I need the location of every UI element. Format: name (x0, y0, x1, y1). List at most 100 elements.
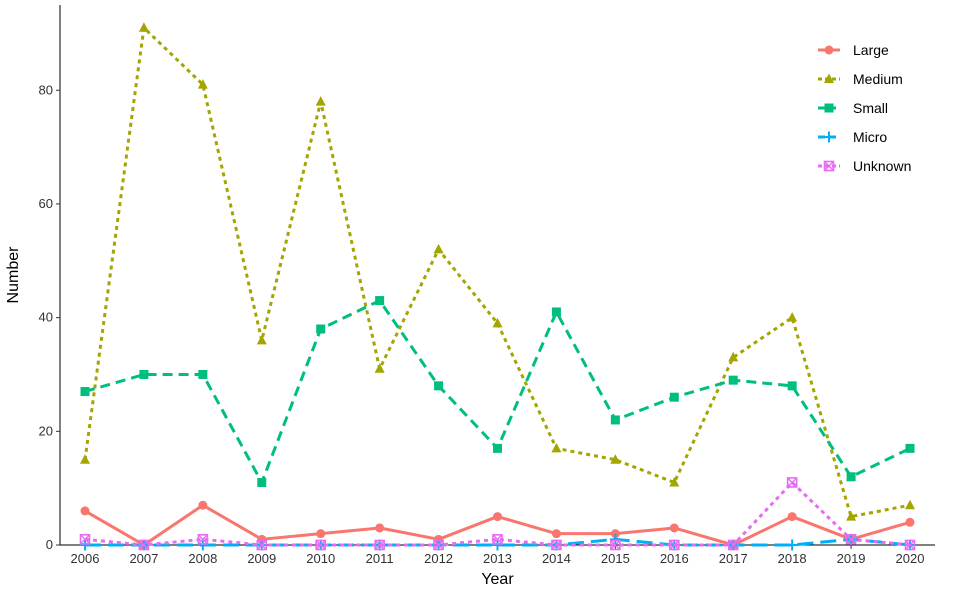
y-tick-label: 40 (39, 310, 53, 325)
legend: Large Medium Small Micro Unknown (818, 42, 911, 174)
series-line-medium (83, 26, 911, 519)
data-point-unknown (786, 477, 798, 488)
series-layer (79, 22, 916, 551)
data-point-large (669, 523, 679, 533)
data-point-large (316, 529, 326, 539)
legend-label: Medium (853, 71, 903, 87)
data-point-large (434, 534, 444, 544)
series-line-small (84, 299, 911, 484)
data-point-medium (905, 499, 915, 510)
data-point-medium (433, 243, 444, 254)
legend-key-marker (824, 45, 834, 55)
data-point-large (80, 506, 90, 516)
data-point-medium (669, 476, 680, 487)
x-tick-label: 2014 (542, 551, 571, 566)
data-point-medium (551, 442, 562, 453)
data-point-small (80, 387, 90, 397)
legend-label: Unknown (853, 158, 911, 174)
data-point-unknown (668, 539, 680, 551)
legend-item-medium: Medium (818, 71, 903, 87)
y-tick-label: 80 (39, 82, 53, 97)
data-point-micro (197, 539, 209, 551)
x-tick-label: 2020 (896, 551, 925, 566)
data-point-small (610, 415, 620, 425)
data-point-unknown (138, 539, 150, 551)
data-point-unknown (79, 534, 91, 545)
data-point-medium (787, 312, 798, 322)
data-point-unknown (904, 539, 916, 551)
data-point-unknown (610, 539, 621, 551)
data-point-medium (374, 363, 385, 373)
data-point-micro (492, 539, 503, 551)
x-tick-label: 2006 (71, 551, 100, 566)
x-tick-label: 2011 (366, 551, 394, 566)
data-point-medium (197, 79, 208, 89)
data-point-small (139, 369, 149, 379)
data-point-unknown (374, 539, 385, 551)
data-point-medium (138, 22, 149, 32)
data-point-unknown (492, 534, 503, 545)
data-point-unknown (256, 539, 268, 551)
axes: 0 20 40 60 80 2006 2007 2008 2009 2010 2011 2012 201… (39, 5, 935, 566)
x-axis-title: Year (481, 571, 514, 588)
data-point-medium (728, 351, 739, 362)
legend-label: Large (853, 42, 889, 58)
data-point-large (257, 534, 267, 544)
data-point-micro (79, 539, 91, 551)
data-point-small (434, 381, 444, 391)
legend-item-unknown: Unknown (818, 158, 911, 174)
x-tick-label: 2007 (129, 551, 158, 566)
data-point-medium (256, 334, 267, 345)
data-point-large (610, 529, 620, 539)
data-point-small (493, 443, 502, 453)
x-tick-label: 2008 (188, 551, 217, 566)
data-point-unknown (551, 539, 562, 551)
series-medium (80, 22, 915, 521)
data-point-small (316, 324, 326, 334)
x-tick-label: 2018 (778, 551, 807, 566)
data-point-unknown (433, 539, 444, 551)
data-point-unknown (315, 539, 327, 551)
data-point-unknown (197, 534, 209, 545)
legend-item-small: Small (818, 100, 888, 116)
data-point-small (787, 381, 797, 391)
series-small (80, 296, 915, 487)
data-point-small (846, 472, 856, 482)
y-tick-label: 0 (46, 537, 53, 552)
data-point-large (493, 512, 502, 522)
data-point-small (728, 375, 738, 385)
legend-key-marker (824, 73, 834, 83)
data-point-large (198, 500, 208, 510)
y-tick-label: 60 (39, 196, 53, 211)
data-point-medium (846, 511, 857, 521)
data-point-unknown (727, 539, 739, 551)
data-point-unknown (845, 534, 857, 545)
legend-item-micro: Micro (818, 129, 887, 145)
data-point-small (905, 443, 915, 453)
x-tick-label: 2013 (483, 551, 512, 566)
legend-label: Small (853, 100, 888, 116)
x-tick-label: 2017 (719, 551, 748, 566)
data-point-medium (492, 317, 503, 328)
legend-key-marker (823, 160, 835, 172)
data-point-small (551, 307, 561, 317)
data-point-micro (609, 533, 621, 545)
x-tick-label: 2016 (660, 551, 689, 566)
series-unknown (79, 477, 916, 551)
x-tick-label: 2012 (424, 551, 453, 566)
data-point-large (551, 529, 561, 539)
data-point-micro (786, 539, 798, 551)
series-line-unknown (84, 480, 911, 547)
data-point-small (669, 392, 679, 402)
x-tick-label: 2010 (306, 551, 335, 566)
x-tick-label: 2009 (247, 551, 276, 566)
data-point-small (198, 369, 208, 379)
legend-item-large: Large (818, 42, 889, 58)
legend-label: Micro (853, 129, 887, 145)
data-point-large (787, 512, 797, 522)
data-point-small (257, 477, 267, 487)
data-point-medium (315, 96, 326, 106)
y-tick-label: 20 (39, 423, 53, 438)
data-point-large (905, 517, 915, 527)
